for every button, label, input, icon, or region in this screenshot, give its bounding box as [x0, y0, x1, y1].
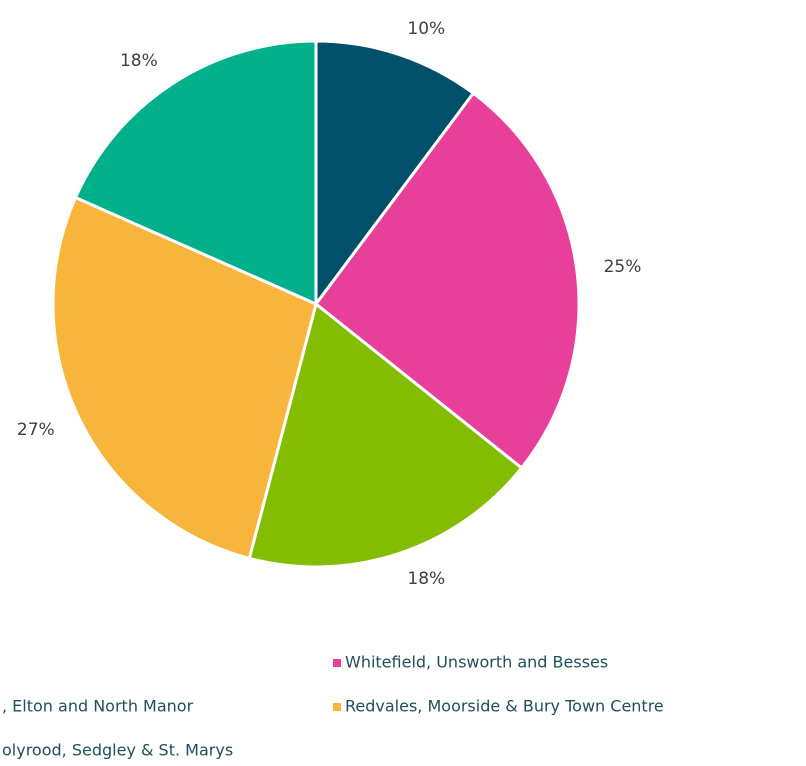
- legend-marker: [333, 703, 341, 711]
- data-label: 27%: [17, 420, 55, 440]
- pie-slice: [314, 91, 581, 470]
- pie-slice: [74, 39, 318, 306]
- legend-marker: [333, 659, 341, 667]
- pie-slice: [51, 196, 318, 560]
- legend-text: , Elton and North Manor: [2, 697, 194, 716]
- data-label: 10%: [407, 19, 445, 39]
- pie-slice: [247, 302, 524, 569]
- pie-slice: [314, 39, 475, 306]
- legend-text: olyrood, Sedgley & St. Marys: [2, 741, 233, 760]
- data-label: 18%: [407, 569, 445, 589]
- data-label: 25%: [604, 257, 642, 277]
- legend-text: Redvales, Moorside & Bury Town Centre: [345, 697, 664, 716]
- legend-text: Whitefield, Unsworth and Besses: [345, 653, 608, 672]
- data-label: 18%: [120, 51, 158, 71]
